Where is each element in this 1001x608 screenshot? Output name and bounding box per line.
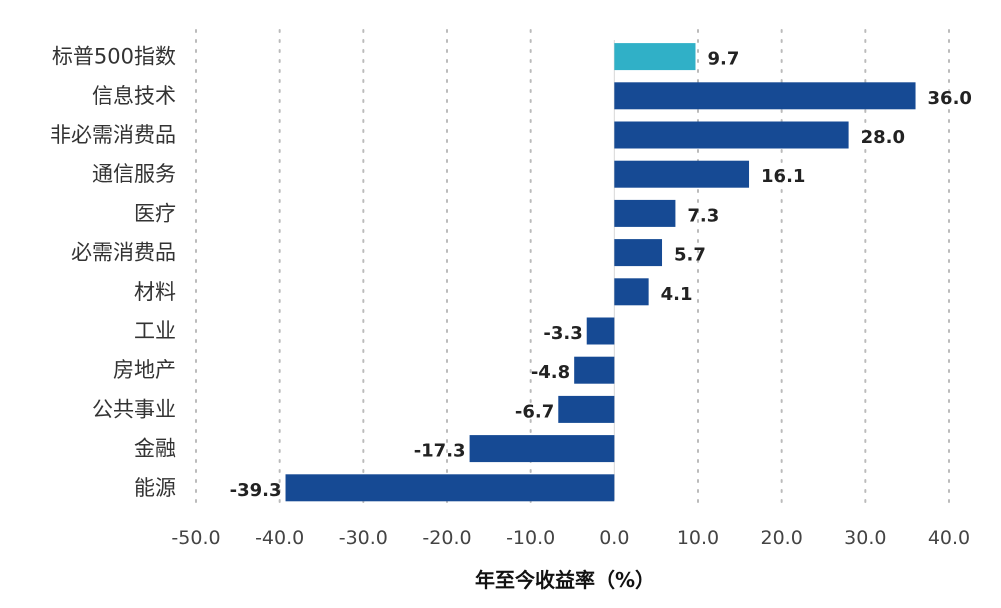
data-label: 7.3 [687,205,719,226]
x-axis-title: 年至今收益率（%） [475,568,655,592]
data-label: 28.0 [861,127,905,148]
x-tick-label: 10.0 [677,527,719,549]
category-label: 信息技术 [92,84,176,108]
category-label: 医疗 [134,201,176,225]
data-label: -17.3 [414,441,466,462]
bars [285,43,916,502]
bar [574,356,615,384]
data-label: -6.7 [515,401,554,422]
bar [586,317,615,345]
data-label: 16.1 [761,166,805,187]
bar [614,121,849,149]
value-labels: 9.7 36.0 28.0 16.1 7.3 5.7 4.1 -3.3 -4.8 -6.7 -17.… [230,49,972,501]
x-tick-label: -50.0 [171,527,220,549]
category-label: 非必需消费品 [50,123,176,147]
category-label: 工业 [134,319,176,343]
category-label: 公共事业 [92,397,176,421]
bar [614,199,676,227]
x-tick-label: 30.0 [844,527,886,549]
bar [558,395,615,423]
x-tick-label: -10.0 [506,527,555,549]
category-label: 标普500指数 [52,45,176,69]
data-label: 36.0 [928,88,972,109]
data-label: -3.3 [543,323,582,344]
bar [614,160,750,188]
bar [285,474,615,502]
x-tick-labels: -50.0 -40.0 -30.0 -20.0 -10.0 0.0 10.0 20.0 30.0… [171,527,970,549]
x-tick-label: -30.0 [339,527,388,549]
category-label: 通信服务 [92,162,176,186]
bar [614,43,696,71]
x-tick-label: -40.0 [255,527,304,549]
data-label: 9.7 [707,49,739,70]
bar [614,278,649,306]
data-label: -4.8 [531,362,570,383]
category-label: 必需消费品 [71,241,176,265]
x-tick-label: 20.0 [761,527,803,549]
x-tick-label: -20.0 [422,527,471,549]
bar [469,435,615,463]
x-tick-label: 40.0 [928,527,970,549]
bar [614,82,916,110]
x-tick-label: 0.0 [599,527,629,549]
data-label: -39.3 [230,480,282,501]
category-label: 能源 [134,476,176,500]
data-label: 5.7 [674,245,706,266]
category-label: 房地产 [113,358,176,382]
category-labels: 标普500指数信息技术非必需消费品通信服务医疗必需消费品材料工业房地产公共事业金… [50,45,176,500]
category-label: 金融 [134,437,176,461]
bar [614,239,663,267]
data-label: 4.1 [661,284,693,305]
category-label: 材料 [134,280,176,304]
